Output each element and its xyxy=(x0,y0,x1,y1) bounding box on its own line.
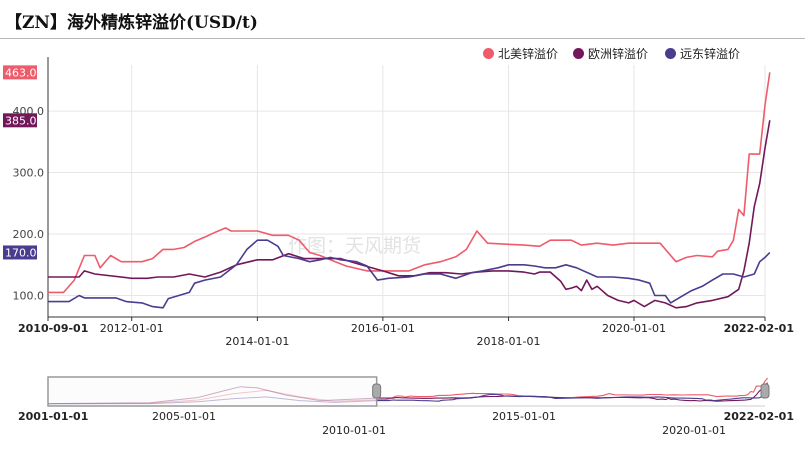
legend-item-far-east[interactable]: 远东锌溢价 xyxy=(665,45,740,62)
navigator-history-line xyxy=(47,389,377,405)
legend-label: 欧洲锌溢价 xyxy=(588,47,649,61)
x-axis-ticks: 2010-09-01 2012-01-01 2016-01-01 2020-01-01… xyxy=(18,317,794,348)
x-tick-label: 2012-01-01 xyxy=(100,322,164,335)
legend-marker-icon xyxy=(665,48,676,59)
last-value-badge-europe-bg xyxy=(3,113,37,128)
last-value-badge-north-america: 463.0 xyxy=(5,66,37,79)
y-tick-label: 200.0 xyxy=(13,228,45,241)
navigator-tick-label: 2010-01-01 xyxy=(322,424,386,437)
legend-marker-icon xyxy=(573,48,584,59)
navigator-selection-window xyxy=(47,376,378,407)
legend-item-europe[interactable]: 欧洲锌溢价 xyxy=(573,45,648,62)
legend-label: 远东锌溢价 xyxy=(680,47,741,61)
navigator-handle-icon xyxy=(760,383,770,399)
series-line-europe xyxy=(48,120,771,309)
x-tick-label: 2018-01-01 xyxy=(477,335,541,348)
series-lines xyxy=(48,72,771,309)
title-divider xyxy=(0,38,805,39)
navigator-handle-icon xyxy=(372,383,382,399)
x-tick-label: 2016-01-01 xyxy=(351,322,415,335)
navigator-tick-label: 2015-01-01 xyxy=(492,410,556,423)
series-line-north-america-mini xyxy=(376,377,769,401)
last-value-badge-far-east: 170.0 xyxy=(5,246,37,259)
y-tick-label: 300.0 xyxy=(13,167,45,180)
watermark: 作图：天风期货 xyxy=(288,235,421,257)
legend-item-north-america[interactable]: 北美锌溢价 xyxy=(483,45,558,62)
navigator-tick-label: 2022-02-01 xyxy=(724,410,794,423)
navigator-tick-label: 2001-01-01 xyxy=(18,410,88,423)
last-value-badges: 463.0 385.0 170.0 xyxy=(3,65,37,260)
navigator-history-line xyxy=(47,396,377,405)
legend-label: 北美锌溢价 xyxy=(498,47,559,61)
series-line-far-east-mini xyxy=(376,393,768,402)
x-tick-label: 2014-01-01 xyxy=(225,335,289,348)
x-tick-label: 2022-02-01 xyxy=(724,322,794,335)
x-tick-label: 2010-09-01 xyxy=(18,322,88,335)
range-navigator[interactable]: 2001-01-01 2005-01-01 2015-01-01 2022-02-01… xyxy=(18,376,794,437)
series-line-north-america xyxy=(48,72,771,294)
navigator-tick-label: 2005-01-01 xyxy=(152,410,216,423)
series-line-far-east xyxy=(48,239,771,309)
x-tick-label: 2020-01-01 xyxy=(602,322,666,335)
navigator-tick-label: 2020-01-01 xyxy=(662,424,726,437)
last-value-badge-europe: 385.0 xyxy=(5,114,37,127)
legend-marker-icon xyxy=(483,48,494,59)
grid xyxy=(47,57,766,318)
y-tick-label: 100.0 xyxy=(13,289,45,302)
chart-title: 【ZN】海外精炼锌溢价(USD/t) xyxy=(5,13,258,33)
last-value-badge-far-east-bg xyxy=(3,245,37,260)
last-value-badge-north-america-bg xyxy=(3,65,37,80)
navigator-history-line xyxy=(47,386,377,405)
